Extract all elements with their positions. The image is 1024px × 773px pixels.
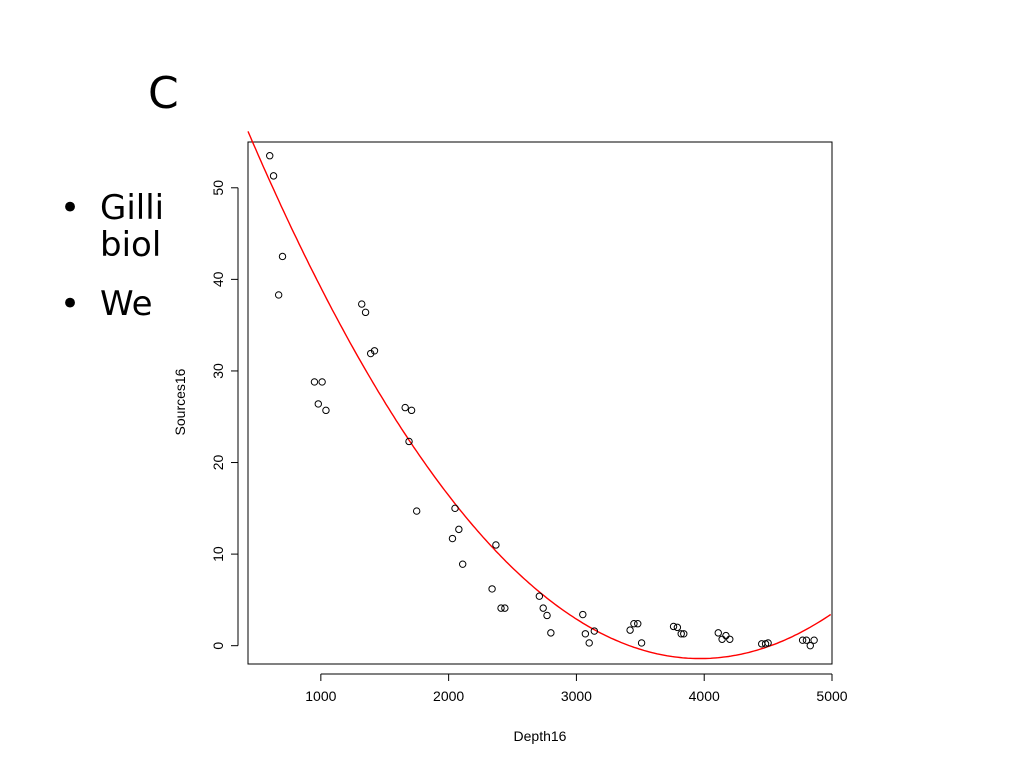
- data-point: [637, 639, 646, 647]
- data-point: [764, 639, 772, 647]
- bullet-item: • We: [60, 286, 168, 323]
- data-point: [497, 604, 505, 612]
- y-tick-label: 10: [210, 546, 226, 562]
- y-axis-label: Sources16: [172, 368, 188, 435]
- data-point: [488, 585, 496, 593]
- data-point: [370, 347, 379, 355]
- data-point: [318, 378, 326, 386]
- data-point: [722, 631, 730, 640]
- data-point: [455, 525, 463, 534]
- x-axis: 1000 2000 3000 4000 5000: [305, 673, 848, 704]
- data-point: [405, 437, 413, 446]
- scatter-plot: 1000 2000 3000 4000 5000 0 10 20 30 40 50 Depth16…: [172, 131, 848, 744]
- bullet-text: Gilli biol: [100, 190, 165, 264]
- data-point: [630, 620, 638, 628]
- data-point: [677, 630, 685, 638]
- data-point: [810, 636, 818, 644]
- x-tick-label: 3000: [561, 688, 592, 704]
- x-tick-label: 5000: [816, 688, 847, 704]
- data-point: [634, 620, 642, 628]
- x-tick-label: 1000: [305, 688, 336, 704]
- data-point: [407, 406, 416, 415]
- bullet-marker: •: [60, 188, 81, 228]
- data-point: [543, 611, 551, 620]
- bullet-marker: •: [60, 284, 81, 324]
- data-point: [547, 629, 555, 637]
- data-point: [581, 630, 590, 638]
- plot-frame: [247, 141, 833, 665]
- x-tick-label: 4000: [689, 688, 720, 704]
- data-point: [358, 300, 366, 308]
- data-point: [458, 560, 467, 568]
- data-point: [501, 604, 509, 612]
- data-point: [535, 592, 544, 600]
- data-point: [680, 630, 688, 638]
- x-tick-label: 2000: [433, 688, 464, 704]
- data-point: [673, 623, 682, 632]
- data-point: [310, 378, 319, 386]
- y-tick-label: 20: [210, 455, 226, 471]
- data-point: [806, 641, 814, 650]
- data-point: [539, 604, 547, 612]
- data-point: [590, 627, 599, 635]
- data-point: [585, 639, 593, 647]
- y-tick-label: 40: [210, 271, 226, 287]
- x-axis-label: Depth16: [514, 728, 567, 744]
- data-points: [266, 152, 818, 650]
- plot-window: 1000 2000 3000 4000 5000 0 10 20 30 40 50 Depth16…: [165, 112, 870, 768]
- data-point: [492, 541, 500, 549]
- bullet-list: • Gilli biol • We: [60, 190, 168, 345]
- data-point: [626, 626, 634, 634]
- data-point: [401, 403, 409, 412]
- data-point: [726, 635, 734, 643]
- data-point: [802, 636, 811, 644]
- data-point: [579, 610, 587, 619]
- data-point: [314, 400, 322, 408]
- data-point: [322, 406, 330, 415]
- y-tick-label: 30: [210, 363, 226, 379]
- data-point: [266, 152, 274, 160]
- data-point: [718, 635, 726, 643]
- fit-curve: [247, 131, 832, 660]
- data-point: [412, 507, 421, 515]
- y-tick-label: 0: [210, 642, 226, 650]
- slide-title: C: [148, 68, 179, 119]
- data-point: [269, 172, 278, 180]
- data-point: [714, 629, 722, 637]
- data-point: [278, 252, 287, 261]
- y-axis: 0 10 20 30 40 50: [210, 180, 239, 650]
- data-point: [451, 504, 459, 513]
- data-point: [798, 636, 807, 644]
- bullet-text: We: [100, 286, 153, 323]
- data-point: [669, 622, 678, 631]
- data-point: [448, 534, 457, 543]
- data-point: [274, 291, 283, 299]
- data-point: [361, 308, 370, 317]
- y-tick-label: 50: [210, 180, 226, 196]
- bullet-item: • Gilli biol: [60, 190, 168, 264]
